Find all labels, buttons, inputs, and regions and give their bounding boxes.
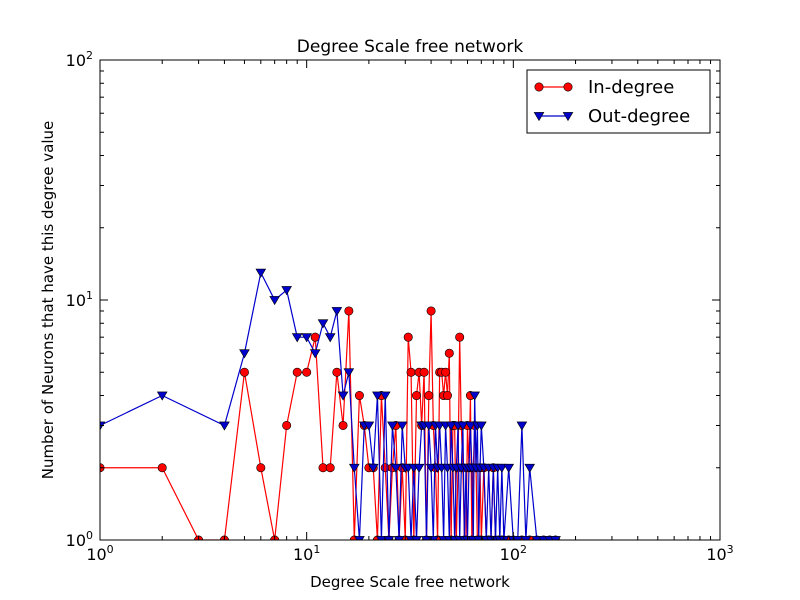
out-degree-point [496,463,508,473]
y-axis-label: Number of Neurons that have this degree … [39,121,57,480]
out-degree-point [269,296,280,306]
legend-out-degree-label: Out-degree [588,106,690,127]
in-degree-point [403,332,413,342]
out-degree-point [372,391,383,401]
out-degree-point [343,368,355,378]
y-tick-label: 100 [66,529,93,550]
out-degree-point [465,421,476,431]
out-degree-point [383,536,395,540]
in-degree-point [282,420,292,430]
out-degree-point [376,536,387,540]
out-degree-point [411,536,422,540]
x-tick-label: 100 [86,543,113,564]
out-degree-point [219,421,230,431]
out-degree-point [324,333,336,343]
out-degree-point [423,421,435,431]
out-degree-point [331,307,343,317]
x-tick-label: 102 [500,543,527,564]
out-degree-point [255,268,267,278]
out-degree-point [367,463,379,473]
out-degree-point [363,421,375,431]
x-tick-label: 101 [293,543,320,564]
out-degree-point [475,421,487,431]
in-degree-point [424,391,434,401]
in-degree-point [406,367,416,377]
legend-out-degree-marker [562,112,574,122]
in-degree-point [325,463,335,473]
out-degree-point [239,349,250,359]
in-degree-point [455,332,465,342]
x-tick-label: 103 [706,543,733,564]
series-layer [100,268,561,540]
y-tick-label: 101 [66,289,93,310]
out-degree-point [317,319,329,329]
in-degree-point [338,420,348,430]
in-degree-point [157,463,167,473]
out-degree-point [301,333,312,343]
legend-in-degree-marker [534,82,544,92]
out-degree-point [413,463,425,473]
out-degree-point [387,421,398,431]
out-degree-point [457,421,469,431]
out-degree-point [445,421,457,431]
in-degree-point [419,367,429,377]
out-degree-point [503,463,515,473]
in-degree-point [332,367,342,377]
legend-frame [526,69,711,134]
in-degree-point [441,367,451,377]
in-degree-point [412,391,422,401]
out-degree-point [390,463,402,473]
x-axis-label: Degree Scale free network [310,573,510,591]
tick-layer: 100 101 102 103 100 101 102 [66,49,734,564]
chart-title: Degree Scale free network [297,37,524,57]
legend: In-degree Out-degree [526,69,711,134]
out-degree-point [281,286,292,296]
out-degree-point [291,333,303,343]
legend-in-degree-label: In-degree [588,77,674,98]
in-degree-point [302,367,312,377]
out-degree-point [425,463,437,473]
out-degree-point [348,463,360,473]
out-degree-line [100,270,556,540]
out-degree-point [354,536,365,540]
in-degree-point [239,367,249,377]
in-degree-point [344,306,354,316]
in-degree-point [442,391,452,401]
in-degree-point [256,463,266,473]
out-degree-point [550,536,561,540]
out-degree-point [516,421,528,431]
out-degree-point [156,391,168,401]
legend-in-degree-marker [563,82,573,92]
out-degree-point [393,536,405,540]
out-degree-point [469,391,480,401]
out-degree-point [520,536,532,540]
out-degree-point [512,536,524,540]
in-degree-point [444,348,454,358]
in-degree-point [354,391,364,401]
out-degree-point [396,421,408,431]
in-degree-point [292,367,302,377]
in-degree-point [426,306,436,316]
out-degree-point [309,349,321,359]
y-tick-label: 102 [66,49,93,70]
out-degree-point [337,391,349,401]
out-degree-point [524,463,536,473]
legend-out-degree-marker [533,112,545,122]
out-degree-point [379,391,391,401]
